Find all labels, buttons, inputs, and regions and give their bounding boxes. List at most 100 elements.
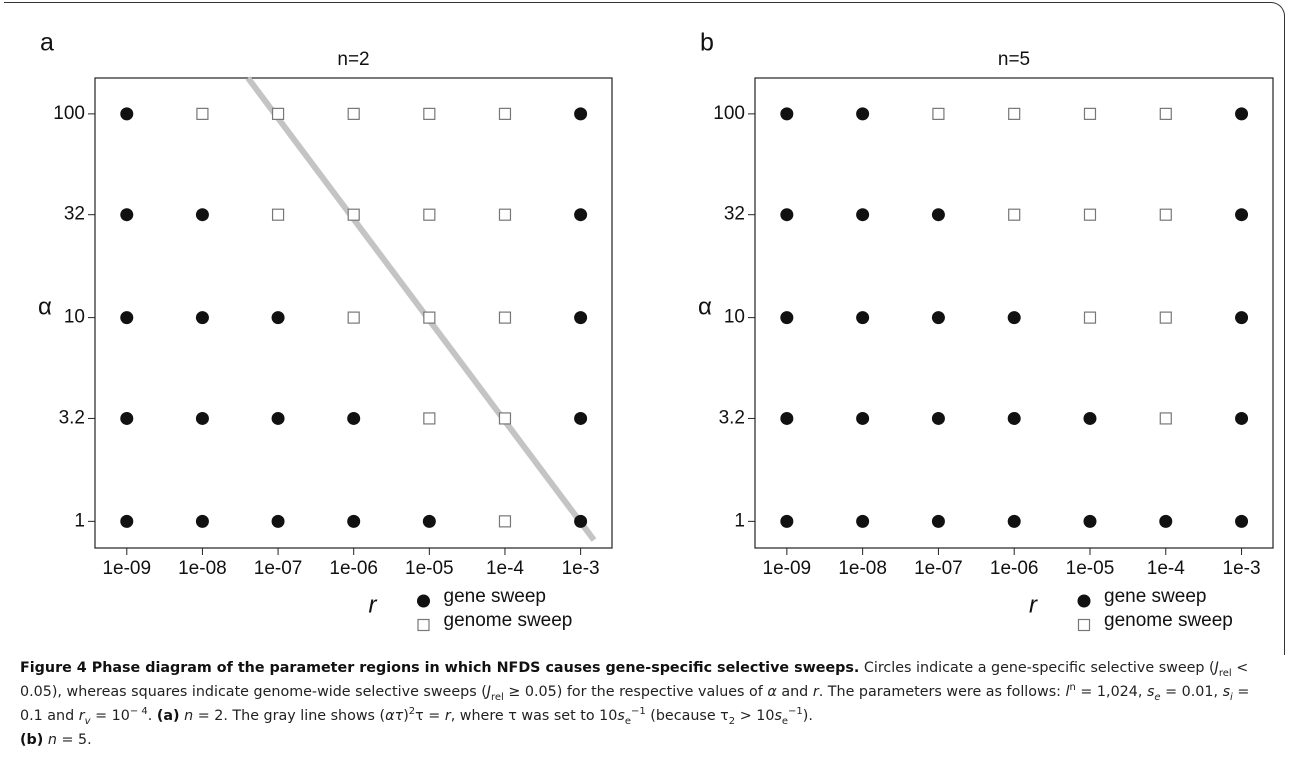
- x-tick-label: 1e-3: [1223, 558, 1261, 579]
- caption-text: (b): [20, 732, 44, 748]
- caption-text: Circles indicate a gene-specific selecti…: [859, 660, 1215, 676]
- caption-text: s: [774, 708, 782, 724]
- x-axis-label: r: [369, 591, 378, 618]
- point: [1083, 411, 1097, 425]
- point: [347, 514, 361, 528]
- point: [271, 411, 285, 425]
- caption-text: n: [47, 732, 57, 748]
- caption-text: −1: [630, 706, 646, 718]
- point: [195, 514, 209, 528]
- point: [856, 311, 870, 325]
- caption-text: and: [776, 684, 813, 700]
- y-tick-label: 10: [64, 307, 85, 328]
- point: [1159, 107, 1172, 120]
- point: [1083, 311, 1097, 324]
- x-tick-label: 1e-08: [178, 558, 227, 579]
- point: [780, 208, 794, 222]
- legend-label: gene sweep: [444, 586, 546, 607]
- caption-title: Figure 4 Phase diagram of the parameter …: [20, 660, 860, 676]
- caption-text: < 0.05), whereas squares indicate genome…: [20, 660, 1249, 700]
- caption-text: (a): [156, 708, 180, 724]
- caption-text: .: [147, 708, 157, 724]
- y-tick-label: 10: [724, 307, 745, 328]
- point: [1007, 514, 1021, 528]
- caption-text: = 1,024,: [1075, 684, 1147, 700]
- caption-text: r: [444, 708, 451, 724]
- caption-text: J: [1214, 660, 1219, 676]
- point: [195, 311, 209, 325]
- reference-line: [245, 76, 597, 542]
- point: [931, 411, 945, 425]
- point: [780, 107, 794, 121]
- chart-title: n=2: [337, 49, 369, 70]
- x-tick-label: 1e-05: [405, 558, 454, 579]
- legend-label: genome sweep: [1104, 610, 1233, 631]
- point: [1159, 514, 1173, 528]
- y-tick-label: 32: [724, 204, 745, 225]
- point: [932, 107, 945, 120]
- point: [347, 208, 360, 221]
- point: [1083, 514, 1097, 528]
- caption-text: = 5.: [56, 732, 92, 748]
- legend-marker: [417, 618, 430, 632]
- caption-text: −1: [788, 706, 803, 718]
- x-tick-label: 1e-06: [990, 558, 1039, 579]
- caption-text: = 2. The gray line shows (: [193, 708, 386, 724]
- caption-text: τ =: [415, 708, 445, 724]
- point: [347, 411, 361, 425]
- y-tick-label: 32: [64, 204, 85, 225]
- point: [498, 515, 512, 528]
- legend-marker: [417, 594, 430, 608]
- point: [1007, 311, 1021, 325]
- point: [931, 514, 945, 528]
- caption-text: s: [1222, 684, 1231, 700]
- legend-label: gene sweep: [1104, 586, 1206, 607]
- caption-text: n: [184, 708, 194, 724]
- caption-text: − 4: [129, 706, 148, 718]
- point: [498, 412, 512, 425]
- point: [120, 107, 134, 121]
- caption-text: α: [767, 684, 777, 700]
- point: [120, 311, 134, 325]
- caption-text: ≥ 0.05) for the respective values of: [503, 684, 768, 700]
- caption-text: i: [1230, 691, 1233, 703]
- point: [1159, 412, 1172, 425]
- point: [120, 411, 134, 425]
- point: [423, 107, 436, 120]
- point: [1159, 208, 1172, 221]
- point: [780, 411, 794, 425]
- point: [1235, 514, 1249, 528]
- point: [780, 311, 794, 325]
- point: [574, 514, 588, 528]
- caption-text: ατ: [385, 708, 404, 724]
- point: [271, 514, 285, 528]
- point: [195, 411, 209, 425]
- point: [931, 311, 945, 325]
- point: [1235, 311, 1249, 325]
- caption-text: rel: [491, 691, 504, 703]
- caption-text: = 0.01,: [1160, 684, 1223, 700]
- point: [574, 107, 588, 121]
- point: [422, 514, 436, 528]
- point: [498, 208, 512, 221]
- caption-text: e: [781, 715, 789, 727]
- point: [498, 107, 512, 120]
- caption-text: r: [78, 708, 85, 724]
- x-tick-label: 1e-4: [1147, 558, 1185, 579]
- caption-text: n: [1069, 682, 1076, 694]
- point: [574, 411, 588, 425]
- x-tick-label: 1e-06: [329, 558, 378, 579]
- caption-text: J: [486, 684, 492, 700]
- point: [1235, 107, 1249, 121]
- point: [1235, 411, 1249, 425]
- chart: a n=2 α r 1e-09 1e-08 1e-07 1e-06 1e-05 1e-4 1e-3 1…: [38, 29, 1274, 632]
- y-tick-label: 100: [713, 103, 745, 124]
- x-axis-label: r: [1029, 591, 1038, 618]
- point: [574, 311, 588, 325]
- point: [195, 208, 209, 222]
- point: [1007, 411, 1021, 425]
- point: [1008, 107, 1021, 120]
- caption-text: ).: [802, 708, 813, 724]
- y-tick-label: 3.2: [59, 407, 85, 428]
